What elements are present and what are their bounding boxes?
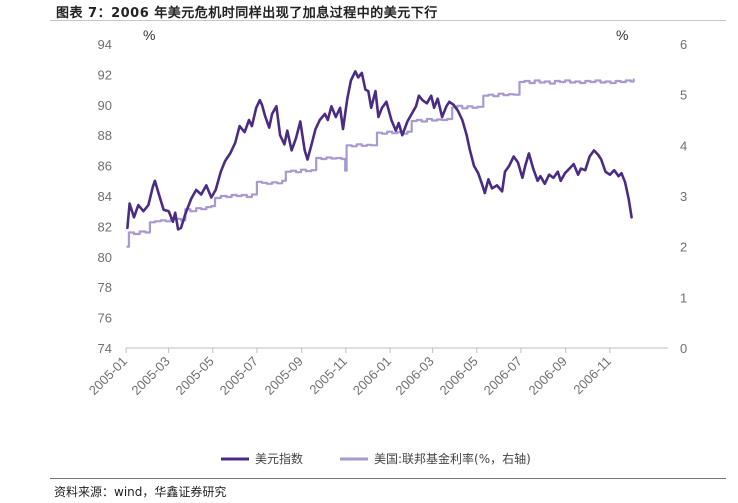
left-axis-unit: % — [143, 27, 155, 43]
left-tick-label: 86 — [98, 159, 112, 174]
right-tick-label: 6 — [680, 37, 687, 52]
right-axis-ticks: 0 1 2 3 4 5 6 — [680, 37, 687, 356]
x-tick-label: 2005-05 — [173, 354, 217, 398]
x-tick-label: 2005-11 — [306, 354, 350, 398]
left-tick-label: 84 — [98, 189, 112, 204]
x-tick-label: 2006-05 — [437, 354, 481, 398]
left-tick-label: 80 — [98, 250, 112, 265]
right-axis-unit: % — [616, 27, 628, 43]
series-line-fed-rate — [127, 80, 633, 247]
right-tick-label: 1 — [680, 290, 687, 305]
left-tick-label: 82 — [98, 219, 112, 234]
left-tick-label: 76 — [98, 311, 112, 326]
footer-rule — [50, 478, 726, 479]
left-tick-label: 94 — [98, 37, 112, 52]
right-tick-label: 4 — [680, 138, 687, 153]
left-tick-label: 88 — [98, 128, 112, 143]
x-tick-label: 2005-09 — [262, 354, 306, 398]
right-tick-label: 3 — [680, 189, 687, 204]
left-tick-label: 92 — [98, 67, 112, 82]
right-tick-label: 0 — [680, 341, 687, 356]
x-tick-label: 2005-01 — [86, 354, 130, 398]
right-tick-label: 2 — [680, 240, 687, 255]
x-tick-label: 2006-01 — [350, 354, 394, 398]
x-tick-label: 2006-09 — [526, 354, 570, 398]
series-layer — [127, 71, 633, 246]
left-tick-label: 74 — [98, 341, 112, 356]
source-note: 资料来源：wind，华鑫证券研究 — [54, 483, 226, 500]
x-tick-label: 2006-11 — [570, 354, 614, 398]
left-axis-ticks: 74 76 78 80 82 84 86 88 90 92 94 — [98, 37, 112, 356]
series-line-dollar-index — [127, 71, 631, 229]
legend: 美元指数 美国:联邦基金利率(%，右轴) — [221, 451, 531, 466]
legend-label-dollar-index: 美元指数 — [255, 451, 303, 466]
left-tick-label: 90 — [98, 98, 112, 113]
right-tick-label: 5 — [680, 88, 687, 103]
left-tick-label: 78 — [98, 280, 112, 295]
x-tick-label: 2005-07 — [217, 354, 261, 398]
legend-label-fed-rate: 美国:联邦基金利率(%，右轴) — [374, 451, 531, 466]
x-tick-label: 2006-07 — [481, 354, 525, 398]
x-tick-label: 2006-03 — [392, 354, 436, 398]
x-tick-label: 2005-03 — [128, 354, 172, 398]
